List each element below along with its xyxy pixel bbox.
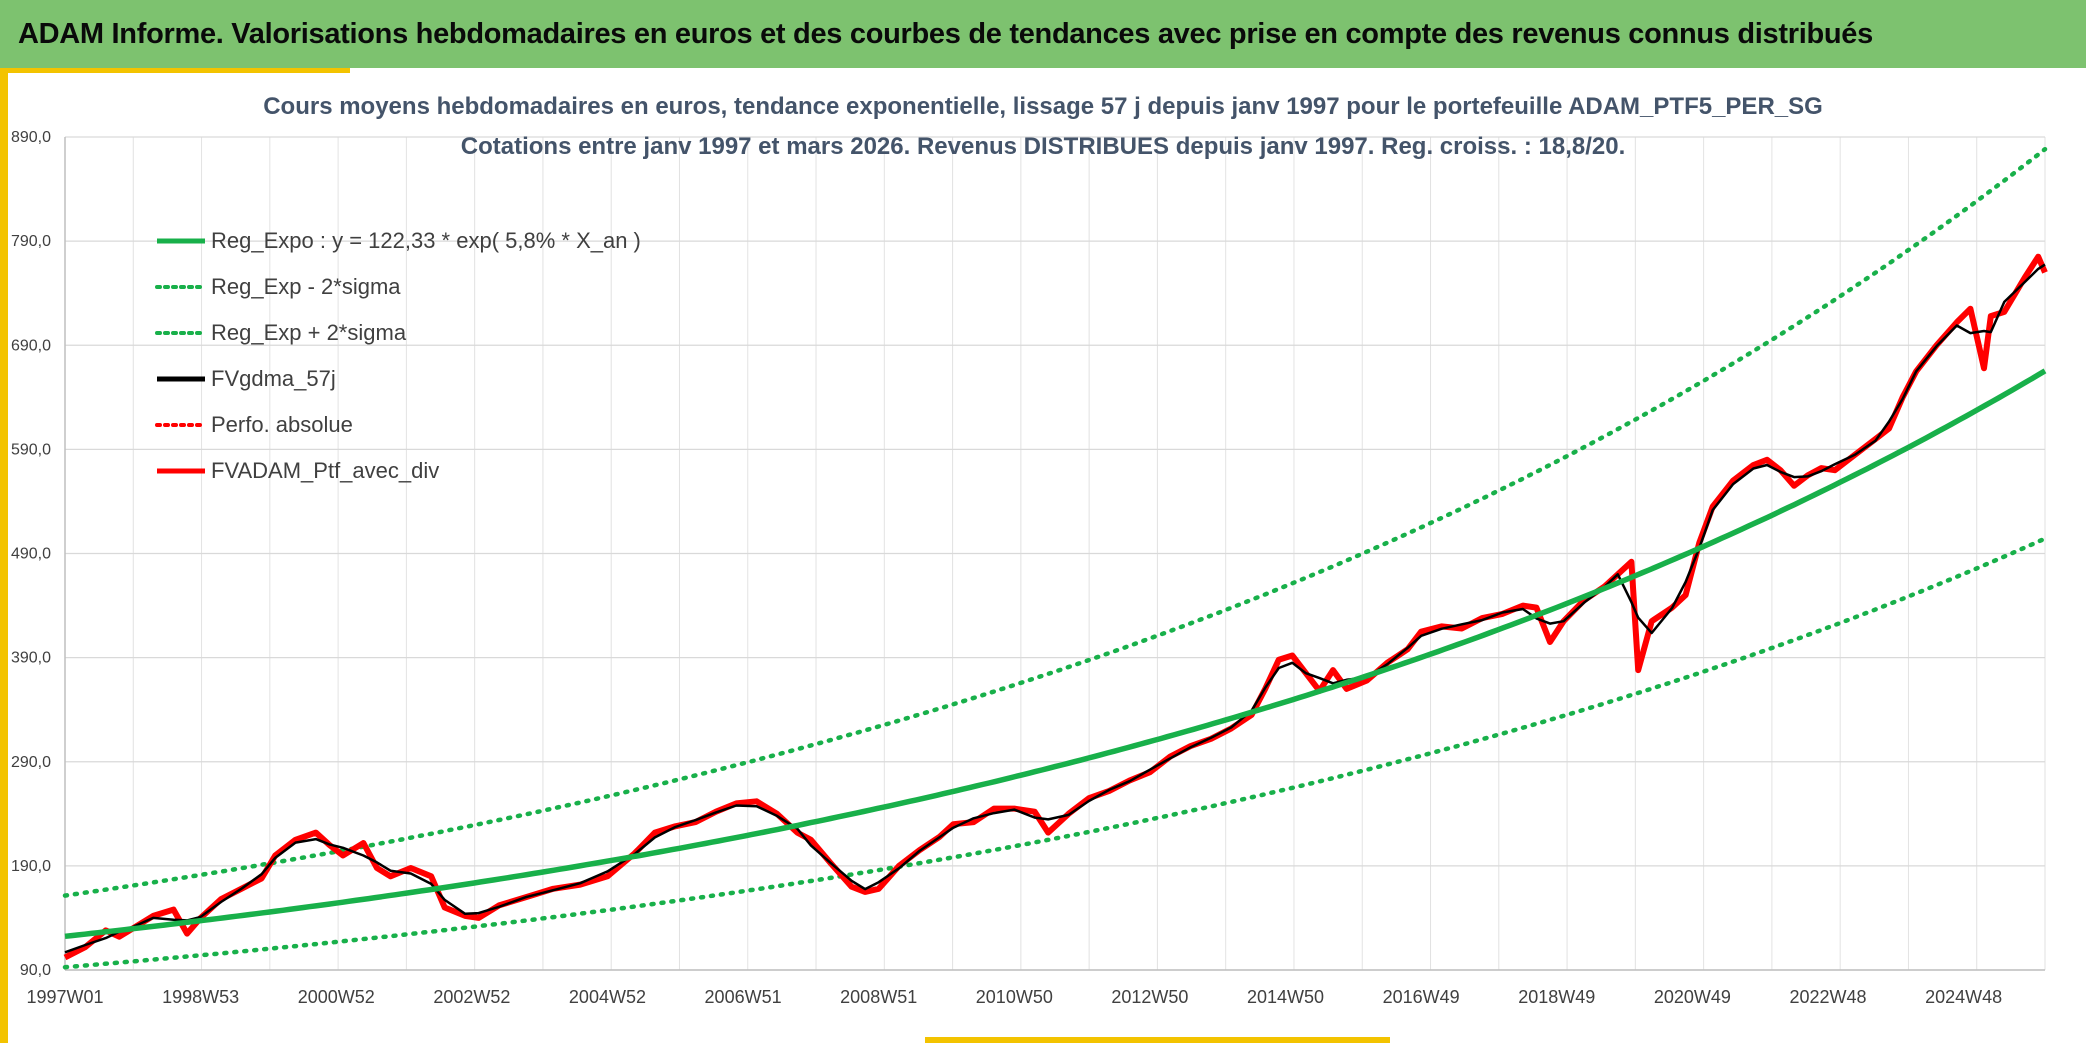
series-reg-expo [64, 368, 2047, 940]
legend-label: Reg_Expo : y = 122,33 * exp( 5,8% * X_an… [211, 228, 641, 253]
legend-swatch-solid-black-icon [157, 376, 205, 382]
legend-item-fvgdma: FVgdma_57j [155, 356, 641, 402]
y-tick-label: 890,0 [11, 129, 51, 146]
legend-swatch-solid-red-icon [157, 468, 205, 474]
series-reg-exp-minus-2sigma [62, 536, 2048, 970]
x-tick-label: 2002W52 [433, 987, 510, 1007]
x-tick-label: 2000W52 [298, 987, 375, 1007]
header-banner: ADAM Informe. Valorisations hebdomadaire… [0, 0, 2086, 68]
chart-title-line1: Cours moyens hebdomadaires en euros, ten… [263, 93, 1823, 120]
legend-item-fvadam-ptf: FVADAM_Ptf_avec_div [155, 448, 641, 494]
legend-swatch-dotted-red-icon [155, 423, 207, 427]
x-tick-label: 2020W49 [1654, 987, 1731, 1007]
chart-legend: Reg_Expo : y = 122,33 * exp( 5,8% * X_an… [155, 218, 641, 494]
chart-frame [8, 73, 2084, 1037]
series-fvgdma-57j [64, 263, 2046, 954]
y-tick-label: 590,0 [11, 441, 51, 458]
x-tick-label: 2004W52 [569, 987, 646, 1007]
legend-item-reg-expo: Reg_Expo : y = 122,33 * exp( 5,8% * X_an… [155, 218, 641, 264]
left-accent-bar [0, 68, 8, 1043]
legend-label: Reg_Exp + 2*sigma [211, 320, 407, 345]
legend-swatch-dotted-green-icon [155, 285, 207, 289]
legend-label: Reg_Exp - 2*sigma [211, 274, 401, 299]
x-tick-label: 2006W51 [705, 987, 782, 1007]
x-tick-label: 2010W50 [976, 987, 1053, 1007]
y-tick-label: 390,0 [11, 650, 51, 667]
chart-title-line2: Cotations entre janv 1997 et mars 2026. … [460, 133, 1626, 160]
y-tick-label: 90,0 [20, 962, 51, 979]
x-tick-label: 2012W50 [1111, 987, 1188, 1007]
bottom-accent-bar [925, 1037, 1390, 1043]
legend-item-perfo-absolue: Perfo. absolue [155, 402, 641, 448]
page-title: ADAM Informe. Valorisations hebdomadaire… [18, 18, 1873, 50]
x-tick-label: 1997W01 [26, 987, 103, 1007]
x-tick-label: 2022W48 [1789, 987, 1866, 1007]
x-tick-label: 2024W48 [1925, 987, 2002, 1007]
legend-item-reg-exp-minus: Reg_Exp - 2*sigma [155, 264, 641, 310]
series-reg-exp-plus-2sigma [62, 146, 2048, 898]
y-tick-label: 190,0 [11, 858, 51, 875]
x-tick-label: 2018W49 [1518, 987, 1595, 1007]
y-tick-label: 490,0 [11, 546, 51, 563]
banner-accent-bar [0, 68, 350, 73]
legend-label: FVgdma_57j [211, 366, 336, 391]
x-tick-label: 1998W53 [162, 987, 239, 1007]
y-tick-label: 290,0 [11, 754, 51, 771]
y-tick-label: 790,0 [11, 233, 51, 250]
legend-swatch-dotted-green-icon [155, 331, 207, 335]
legend-label: FVADAM_Ptf_avec_div [211, 458, 440, 483]
x-tick-label: 2008W51 [840, 987, 917, 1007]
y-tick-label: 690,0 [11, 337, 51, 354]
legend-swatch-solid-green-icon [157, 238, 205, 244]
x-tick-label: 2014W50 [1247, 987, 1324, 1007]
x-tick-label: 2016W49 [1383, 987, 1460, 1007]
legend-label: Perfo. absolue [211, 412, 353, 437]
legend-item-reg-exp-plus: Reg_Exp + 2*sigma [155, 310, 641, 356]
